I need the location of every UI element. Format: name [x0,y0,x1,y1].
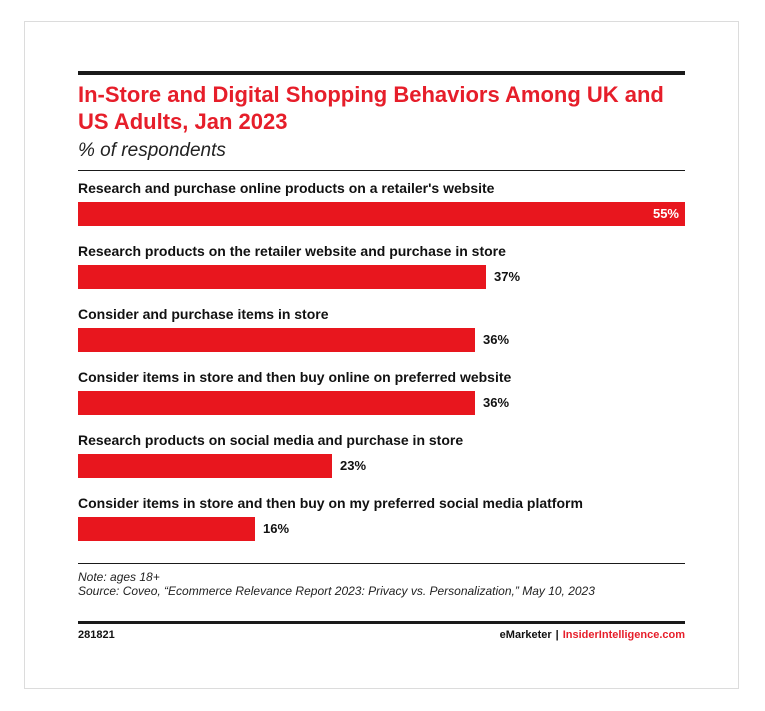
bar-label: Research products on the retailer websit… [78,243,506,259]
brand-separator: | [555,629,559,641]
bar-label: Research products on social media and pu… [78,432,464,448]
chart-title: In-Store and Digital Shopping Behaviors … [78,82,664,134]
source-text: Source: Coveo, “Ecommerce Relevance Repo… [78,584,595,598]
chart-subtitle: % of respondents [78,140,226,161]
notes: Note: ages 18+ Source: Coveo, “Ecommerce… [78,570,685,598]
chart-id: 281821 [78,629,115,641]
bar [78,265,486,289]
value-label: 36% [483,332,510,347]
value-label: 36% [483,395,510,410]
notes-rule [78,563,685,564]
footer-rule [78,621,685,624]
value-label: 37% [494,269,521,284]
bar-label: Consider items in store and then buy onl… [78,369,512,385]
bar [78,328,475,352]
brand-credit: eMarketer | InsiderIntelligence.com [500,629,685,641]
bar [78,391,475,415]
bar-label: Consider and purchase items in store [78,306,329,322]
note-text: Note: ages 18+ [78,570,160,584]
bar-label: Research and purchase online products on… [78,180,495,196]
bar [78,517,255,541]
bar [78,202,685,226]
value-label: 16% [263,521,290,536]
subtitle-rule [78,170,685,171]
bar-label: Consider items in store and then buy on … [78,495,583,511]
value-label: 23% [340,458,367,473]
chart-frame [24,21,739,689]
bar-chart: Research and purchase online products on… [78,180,685,560]
brand-insider-intelligence: InsiderIntelligence.com [562,629,685,641]
value-label: 55% [652,206,679,221]
brand-emarketer: eMarketer [499,629,552,641]
top-rule [78,71,685,75]
bar [78,454,332,478]
